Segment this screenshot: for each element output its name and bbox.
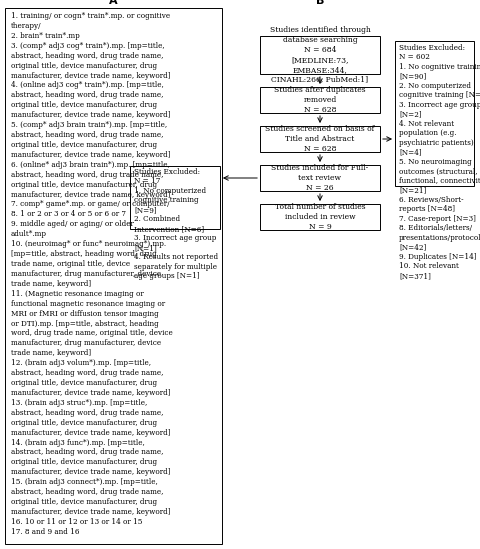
Text: A: A xyxy=(109,0,118,6)
Bar xyxy=(260,126,380,152)
Text: Studies after duplicates
removed
N = 628: Studies after duplicates removed N = 628 xyxy=(274,86,366,114)
Text: Studies identified through
database searching
N = 684
[MEDLINE:73,
EMBASE:344,
C: Studies identified through database sear… xyxy=(270,26,371,83)
Text: B: B xyxy=(316,0,324,6)
Bar xyxy=(260,204,380,230)
Text: Studies Excluded:
N = 17
1. No computerized
cognitive training
[N=9]
2. Combined: Studies Excluded: N = 17 1. No computeri… xyxy=(134,168,218,281)
Bar xyxy=(395,41,474,186)
Text: Total number of studies
included in review
N = 9: Total number of studies included in revi… xyxy=(275,203,365,231)
Bar xyxy=(130,166,220,229)
Text: 1. training/ or cogn* train*.mp. or cognitive
therapy/
2. brain* train*.mp
3. (c: 1. training/ or cogn* train*.mp. or cogn… xyxy=(11,12,173,536)
Text: Studies screened on basis of
Title and Abstract
N = 628: Studies screened on basis of Title and A… xyxy=(265,125,375,153)
Bar xyxy=(260,165,380,191)
Text: Studies Excluded:
N = 602
1. No cognitive training
[N=90]
2. No computerized
cog: Studies Excluded: N = 602 1. No cognitiv… xyxy=(399,44,480,280)
Text: Studies included for Full-
text review
N = 26: Studies included for Full- text review N… xyxy=(271,164,369,192)
Bar xyxy=(260,36,380,74)
Bar xyxy=(5,8,222,544)
Bar xyxy=(260,87,380,113)
